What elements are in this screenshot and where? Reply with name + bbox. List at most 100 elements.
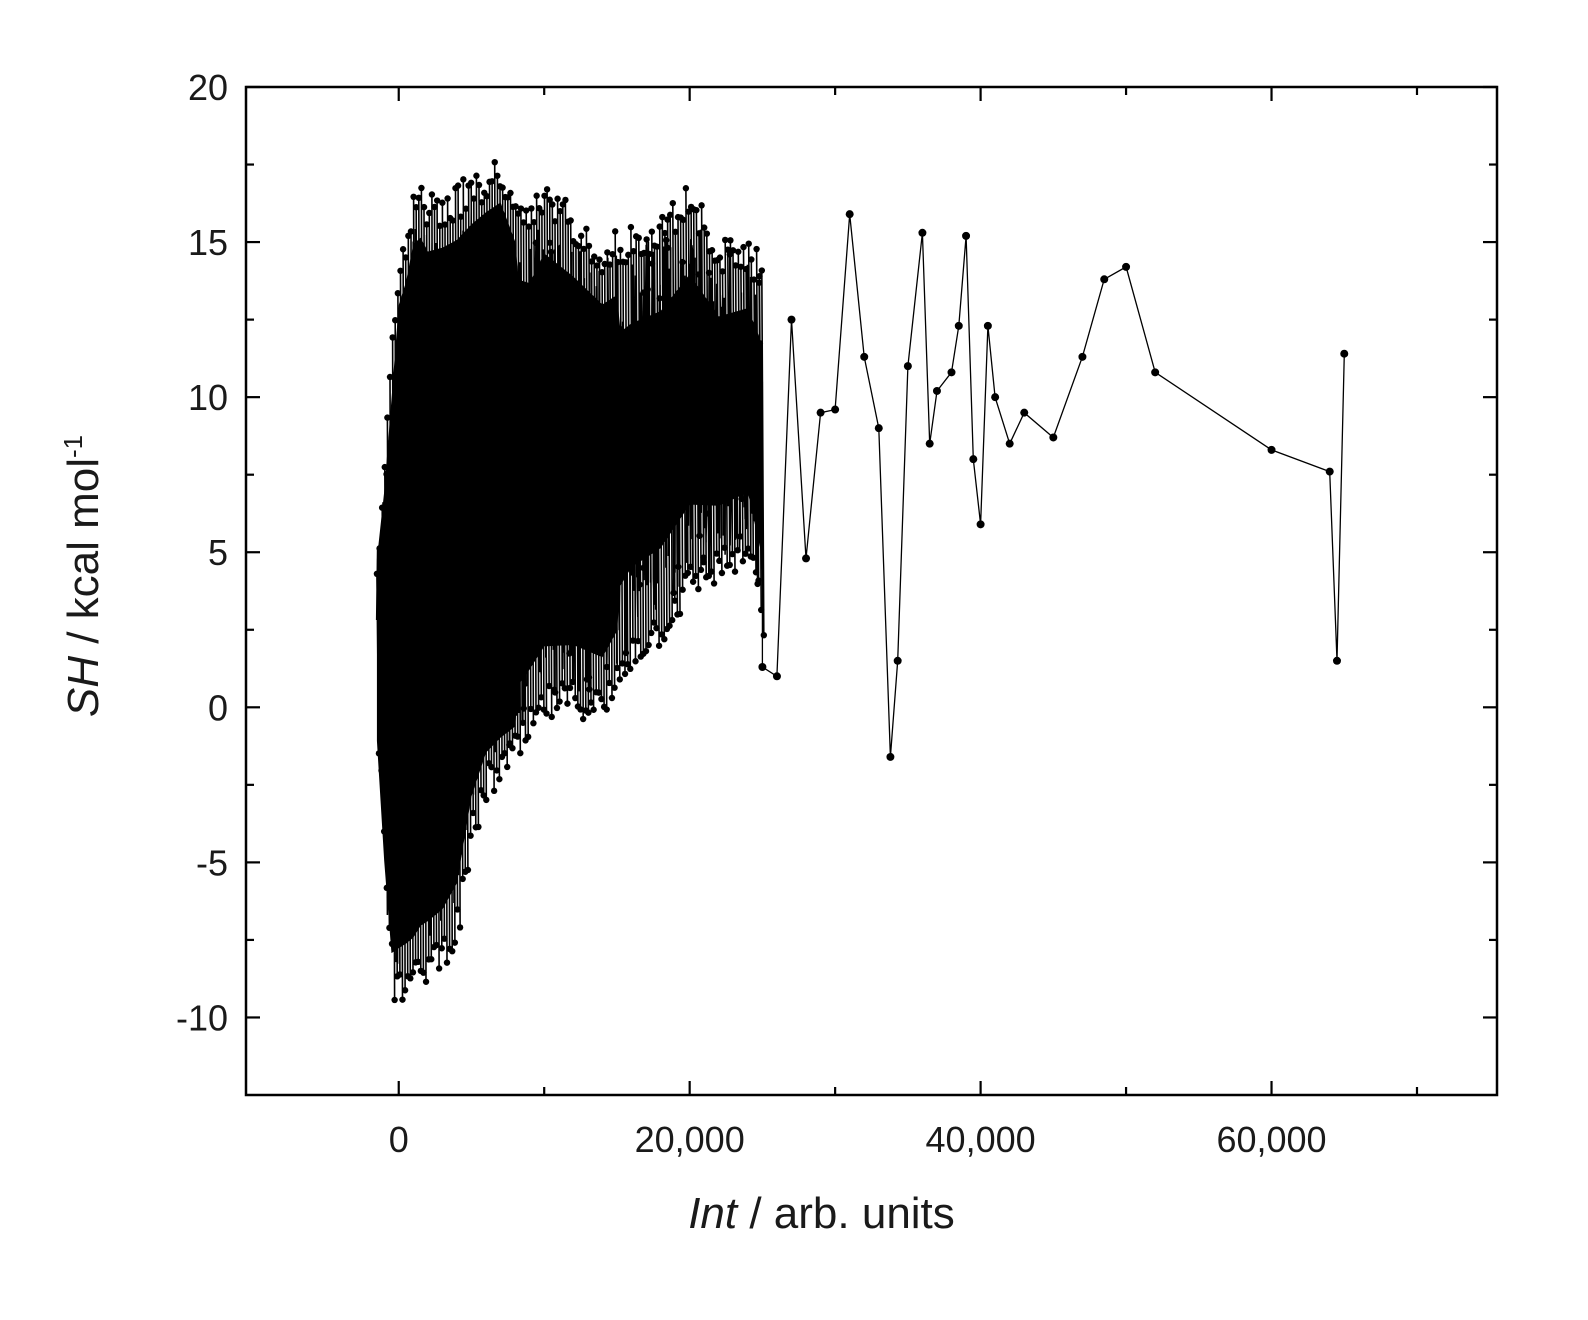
dense-point: [596, 256, 603, 263]
dense-point: [383, 884, 390, 892]
dense-point: [501, 365, 509, 372]
dense-point: [627, 665, 634, 673]
x-tick-label: 20,000: [635, 1119, 745, 1160]
dense-point: [378, 767, 385, 774]
dense-point: [591, 253, 598, 260]
sparse-series-line: [761, 214, 1345, 757]
dense-point: [739, 330, 747, 337]
dense-point: [609, 251, 616, 258]
dense-point: [701, 224, 708, 231]
dense-point: [431, 203, 438, 211]
dense-point: [577, 232, 585, 240]
dense-point: [467, 179, 475, 186]
dense-point: [614, 258, 622, 266]
data-point: [758, 662, 767, 671]
dense-point: [729, 550, 736, 558]
dense-point: [708, 568, 715, 575]
dense-point: [679, 258, 686, 266]
dense-point: [666, 211, 674, 219]
data-point: [962, 231, 971, 240]
y-axis-title-rest: / kcal mol: [59, 458, 108, 656]
dense-point: [386, 924, 393, 932]
dense-point: [622, 259, 629, 266]
dense-point: [737, 533, 744, 540]
dense-point: [730, 433, 737, 440]
dense-point: [509, 597, 516, 605]
data-layer: [373, 158, 1349, 1004]
dense-point: [588, 258, 595, 265]
dense-point: [503, 558, 511, 565]
dense-point: [381, 534, 388, 541]
dense-point: [384, 414, 391, 421]
dense-point: [703, 510, 710, 517]
dense-point: [739, 558, 747, 565]
dense-point: [388, 438, 395, 445]
dense-point: [693, 206, 700, 214]
dense-point: [553, 704, 561, 712]
dense-point: [695, 271, 703, 278]
dense-point: [546, 196, 553, 203]
dense-point: [653, 624, 660, 632]
dense-point: [648, 629, 655, 637]
dense-point: [399, 996, 406, 1003]
dense-point: [396, 971, 404, 978]
dense-point: [664, 244, 671, 252]
dense-point: [501, 749, 508, 757]
dense-point: [444, 195, 451, 202]
dense-point: [405, 469, 412, 476]
dense-point: [545, 682, 553, 690]
dense-point: [647, 452, 655, 459]
dense-point: [415, 194, 423, 202]
dense-point: [507, 381, 515, 389]
dense-point: [373, 570, 381, 578]
x-tick-label: 60,000: [1216, 1119, 1326, 1160]
dense-point: [753, 245, 760, 253]
dense-point: [449, 947, 456, 955]
dense-point: [488, 178, 496, 185]
dense-point: [506, 740, 514, 747]
dense-point: [449, 328, 456, 336]
dense-point: [635, 234, 642, 242]
y-tick-label: 5: [208, 532, 228, 573]
dense-point: [433, 197, 441, 204]
dense-point: [435, 863, 442, 871]
dense-point: [675, 563, 682, 570]
dense-point: [755, 577, 762, 584]
dense-point: [563, 284, 571, 291]
dense-point: [722, 324, 729, 331]
dense-point: [391, 911, 398, 919]
dense-point: [604, 249, 611, 256]
dense-point: [455, 255, 463, 262]
dense-point: [486, 712, 494, 720]
dense-point: [603, 706, 610, 713]
data-point: [772, 672, 781, 681]
dense-point: [483, 193, 491, 200]
dense-point: [561, 685, 569, 692]
dense-point: [737, 263, 745, 270]
dense-series-line: [375, 162, 765, 1001]
dense-point: [456, 924, 464, 931]
dense-point: [590, 706, 597, 713]
data-point: [1267, 445, 1276, 454]
dense-point: [750, 276, 758, 283]
dense-point: [708, 247, 716, 254]
labels-layer: 0 20,000 40,000 60,000 -10 -5 0 5 10 15 20: [176, 67, 1327, 1160]
dense-point: [391, 996, 398, 1004]
dense-point: [724, 246, 731, 253]
dense-point: [517, 749, 524, 757]
dense-point: [524, 303, 531, 310]
dense-point: [636, 581, 643, 588]
dense-point: [591, 633, 598, 640]
dense-point: [758, 606, 765, 614]
dense-point: [425, 751, 433, 758]
dense-point: [630, 247, 637, 255]
y-tick-label: 10: [188, 377, 228, 418]
dense-point: [457, 353, 465, 360]
dense-point: [473, 172, 480, 179]
dense-point: [585, 242, 593, 250]
dense-point: [627, 223, 635, 231]
dense-point: [418, 184, 425, 192]
dense-point: [557, 207, 564, 215]
dense-point: [548, 713, 555, 721]
dense-point: [752, 569, 760, 576]
